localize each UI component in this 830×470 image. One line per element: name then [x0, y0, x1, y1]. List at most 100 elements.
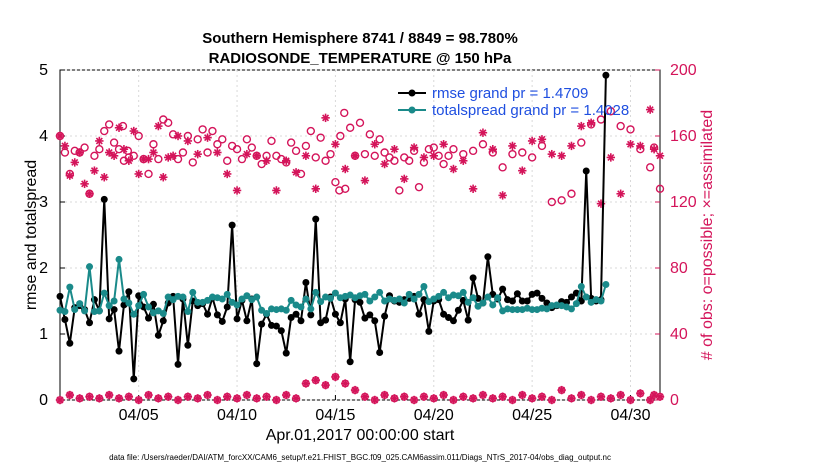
rmse-point — [223, 303, 231, 311]
totalspread-point — [110, 297, 118, 305]
rmse-point — [233, 315, 241, 323]
totalspread-point — [410, 295, 418, 303]
totalspread-point — [597, 297, 605, 305]
totalspread-point — [454, 292, 462, 300]
totalspread-point — [479, 299, 487, 307]
obs-low-possible-marker — [115, 394, 123, 403]
obs-possible-marker — [227, 141, 237, 151]
obs-assimilated-marker — [252, 151, 261, 160]
totalspread-point — [194, 298, 202, 306]
totalspread-point — [469, 294, 477, 302]
obs-possible-marker — [527, 153, 537, 162]
obs-low-possible-marker — [429, 394, 438, 403]
obs-assimilated-marker — [60, 141, 70, 151]
totalspread-point — [602, 281, 610, 288]
rmse-point — [513, 290, 521, 298]
totalspread-point — [223, 290, 231, 298]
obs-possible-marker — [478, 140, 488, 149]
obs-low-possible-marker — [203, 391, 212, 399]
totalspread-point — [494, 294, 502, 302]
totalspread-point — [218, 295, 226, 303]
obs-assimilated-marker — [75, 148, 84, 157]
obs-possible-marker — [149, 140, 158, 149]
x-tick-label: 04/25 — [512, 407, 552, 424]
rmse-point — [356, 298, 364, 306]
obs-possible-marker — [100, 126, 109, 136]
obs-low-possible-marker — [75, 394, 84, 403]
obs-low-possible-marker — [557, 386, 566, 395]
obs-low-possible-marker — [252, 394, 261, 403]
totalspread-point — [287, 296, 295, 304]
obs-possible-marker — [439, 159, 448, 169]
y-tick-label: 4 — [39, 128, 48, 145]
rmse-point — [243, 317, 251, 325]
legend-rmse-marker — [408, 89, 416, 97]
legend-spread-marker — [408, 106, 416, 114]
obs-assimilated-marker — [567, 141, 576, 151]
obs-assimilated-marker — [409, 143, 419, 152]
x-tick-label: 04/15 — [315, 407, 355, 424]
obs-assimilated-marker — [159, 173, 168, 182]
obs-assimilated-marker — [655, 151, 665, 160]
obs-possible-marker — [109, 138, 119, 147]
obs-possible-marker — [547, 197, 557, 207]
obs-possible-marker — [95, 144, 104, 154]
obs-low-possible-marker — [370, 396, 379, 404]
totalspread-point — [159, 310, 167, 318]
obs-assimilated-marker — [109, 151, 119, 160]
rmse-point — [145, 314, 153, 322]
obs-possible-marker — [360, 149, 370, 159]
rmse-point — [582, 167, 590, 175]
obs-assimilated-marker — [104, 148, 114, 157]
obs-assimilated-marker — [291, 168, 301, 177]
obs-low-possible-marker — [469, 394, 478, 403]
obs-assimilated-marker — [90, 166, 99, 175]
obs-possible-marker — [326, 149, 335, 159]
obs-possible-marker — [518, 148, 527, 157]
axis-ticks: 04/05 04/10 04/15 04/20 04/25 04/30 0 1 2 3 4 5 0 40 8… — [39, 62, 697, 424]
totalspread-point — [440, 288, 448, 296]
totalspread-point — [179, 293, 187, 301]
obs-assimilated-marker — [95, 136, 104, 146]
totalspread-point — [474, 302, 482, 310]
y2-tick-label: 80 — [670, 260, 688, 277]
rmse-point — [204, 310, 212, 318]
obs-low-possible-marker — [577, 391, 586, 399]
chart-title-line-1: Southern Hemisphere 8741 / 8849 = 98.780… — [202, 30, 518, 47]
obs-assimilated-marker — [331, 140, 340, 149]
totalspread-point — [577, 282, 585, 290]
y-tick-label: 3 — [39, 194, 48, 211]
obs-possible-marker — [267, 136, 276, 146]
obs-possible-marker — [444, 151, 453, 161]
rmse-point — [218, 317, 226, 325]
rmse-point — [415, 310, 423, 318]
rmse-point — [100, 195, 108, 203]
totalspread-point — [86, 263, 94, 271]
obs-low-possible-marker — [459, 392, 468, 401]
obs-possible-marker — [498, 163, 507, 172]
y2-tick-label: 200 — [670, 62, 697, 79]
totalspread-point — [81, 307, 89, 315]
obs-low-possible-marker — [292, 394, 300, 403]
totalspread-point — [169, 296, 177, 304]
rmse-point — [322, 316, 330, 324]
totalspread-point — [282, 306, 290, 314]
obs-possible-marker — [375, 135, 384, 144]
obs-low-possible-marker — [626, 396, 635, 404]
rmse-point — [253, 360, 261, 368]
obs-assimilated-marker — [321, 113, 330, 123]
obs-possible-marker — [395, 186, 404, 195]
obs-possible-marker — [213, 140, 222, 149]
obs-low-possible-marker — [331, 373, 340, 381]
obs-possible-marker — [336, 131, 345, 141]
rmse-point — [538, 294, 546, 302]
obs-assimilated-marker — [203, 133, 212, 142]
obs-possible-marker — [134, 131, 143, 141]
obs-assimilated-marker — [232, 186, 242, 195]
obs-possible-marker — [404, 156, 414, 165]
totalspread-point — [567, 305, 575, 313]
obs-low-possible-marker — [311, 376, 320, 385]
totalspread-point — [508, 306, 516, 314]
totalspread-point — [297, 303, 305, 311]
